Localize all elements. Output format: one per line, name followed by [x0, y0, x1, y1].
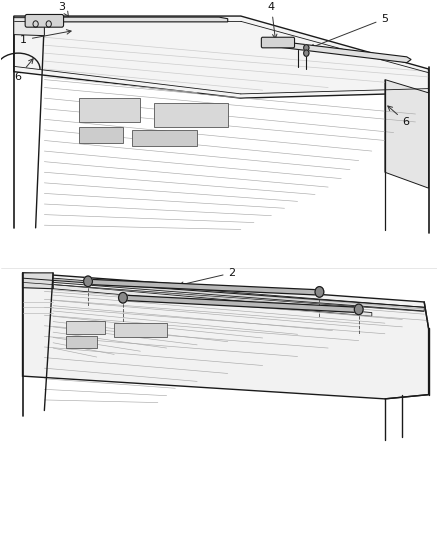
- Polygon shape: [27, 17, 228, 22]
- Polygon shape: [153, 103, 228, 127]
- FancyBboxPatch shape: [25, 14, 64, 27]
- Polygon shape: [114, 323, 166, 337]
- Polygon shape: [14, 16, 428, 98]
- Polygon shape: [22, 273, 53, 289]
- Polygon shape: [132, 130, 197, 146]
- Polygon shape: [79, 127, 123, 143]
- Polygon shape: [53, 285, 372, 316]
- Polygon shape: [385, 79, 428, 188]
- Text: 1: 1: [20, 30, 71, 45]
- Polygon shape: [53, 278, 424, 311]
- Polygon shape: [66, 320, 106, 334]
- Text: 6: 6: [388, 106, 410, 127]
- Polygon shape: [79, 98, 141, 122]
- FancyBboxPatch shape: [261, 37, 294, 48]
- Text: 5: 5: [310, 14, 389, 49]
- Polygon shape: [88, 279, 319, 295]
- Circle shape: [84, 276, 92, 287]
- Polygon shape: [66, 336, 97, 348]
- Polygon shape: [123, 295, 359, 312]
- Polygon shape: [14, 18, 44, 36]
- Text: 3: 3: [58, 2, 69, 17]
- Text: 2: 2: [179, 268, 236, 286]
- Circle shape: [119, 293, 127, 303]
- Circle shape: [354, 304, 363, 314]
- Text: 4: 4: [268, 2, 277, 39]
- Circle shape: [304, 50, 309, 56]
- Text: 6: 6: [14, 59, 33, 82]
- Circle shape: [304, 45, 309, 51]
- Polygon shape: [263, 40, 411, 63]
- Circle shape: [315, 287, 324, 297]
- Polygon shape: [22, 273, 428, 399]
